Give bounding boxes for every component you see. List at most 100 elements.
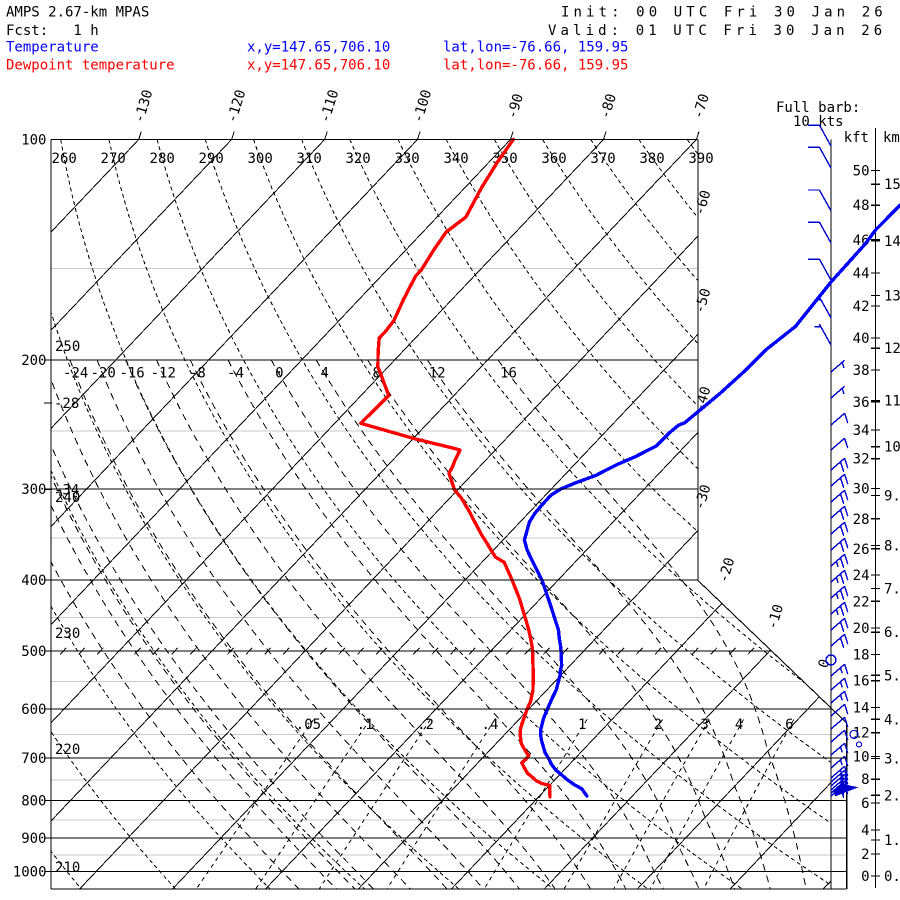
wind-barb-feather xyxy=(843,769,849,781)
wind-barb-shaft xyxy=(830,617,846,631)
wind-barb-feather xyxy=(839,589,845,601)
kft-tick-label: 8 xyxy=(861,772,869,788)
isotherm-label: -60 xyxy=(692,188,715,217)
pressure-label: 500 xyxy=(21,644,46,660)
isotherm-label: -100 xyxy=(410,88,435,125)
wind-barb-shaft xyxy=(830,553,846,567)
calm-wind-circle xyxy=(855,741,863,748)
dry-adiabat-label: 230 xyxy=(55,626,80,642)
mixing-ratio-line xyxy=(386,719,496,889)
km-tick-label: 0. xyxy=(884,869,900,885)
km-tick-label: 3. xyxy=(884,752,900,768)
kft-tick-label: 42 xyxy=(853,299,870,315)
kft-tick-label: 36 xyxy=(853,395,870,411)
dry-adiabat-label: 210 xyxy=(55,860,80,876)
calm-wind-circle xyxy=(849,729,859,740)
km-tick-label: 1. xyxy=(884,833,900,849)
wind-barb-column xyxy=(807,124,863,799)
plot-frame xyxy=(50,138,848,890)
wind-barb-shaft xyxy=(830,569,846,583)
wind-barb-shaft xyxy=(830,729,846,743)
wind-barb-shaft xyxy=(830,601,846,615)
kft-tick-label: 26 xyxy=(853,542,870,558)
wind-barb-shaft xyxy=(818,323,832,346)
dry-adiabat-label: 390 xyxy=(688,151,713,167)
moist-adiabat-label: 0 xyxy=(275,366,283,382)
wind-barb-feather xyxy=(839,637,845,649)
isotherm-line xyxy=(51,139,325,889)
isotherm-top-tick xyxy=(417,131,421,140)
wind-barb-feather xyxy=(843,742,849,754)
km-tick-label: 9. xyxy=(884,489,900,505)
wind-barb-feather xyxy=(839,477,845,489)
kft-tick-label: 34 xyxy=(853,423,870,439)
dry-adiabat-line xyxy=(51,139,271,889)
isotherm-label: -50 xyxy=(692,286,715,315)
isotherm-line xyxy=(79,139,790,889)
km-tick-label: 5. xyxy=(884,668,900,684)
dry-adiabat-label: 340 xyxy=(443,151,468,167)
moist-adiabat-label: -34 xyxy=(54,483,79,499)
wind-barb-feather xyxy=(839,557,845,569)
isotherm-label: -10 xyxy=(764,602,787,631)
wind-barb-feather xyxy=(843,521,849,533)
isotherm-label: -110 xyxy=(317,88,342,125)
isotherm-line xyxy=(51,139,604,889)
wind-barb-shaft xyxy=(830,777,846,791)
mixing-ratio-label: 1 xyxy=(578,717,586,733)
km-header: km xyxy=(883,130,900,146)
dry-adiabat-line xyxy=(590,139,831,889)
wind-barb-shaft xyxy=(830,359,846,373)
chart-line xyxy=(697,580,848,724)
isotherm-label: -130 xyxy=(131,88,156,125)
kft-tick-label: 30 xyxy=(853,482,870,498)
km-tick-label: 4. xyxy=(884,712,900,728)
pressure-label: 400 xyxy=(21,573,46,589)
wind-barb-half-feather xyxy=(839,667,843,674)
wind-barb-shaft xyxy=(818,258,832,281)
wind-barb-feather xyxy=(843,437,849,449)
mixing-ratio-label: 2 xyxy=(654,717,662,733)
dry-adiabat-line xyxy=(397,139,831,889)
pressure-label: 600 xyxy=(21,702,46,718)
forecast-hour: Fcst: 1 h xyxy=(6,23,99,39)
km-tick-label: 12. xyxy=(884,341,900,357)
wind-barb-feather xyxy=(843,716,849,728)
wind-barb-shaft xyxy=(830,537,846,551)
isotherm-line xyxy=(51,139,511,889)
wind-barb-feather xyxy=(839,605,845,617)
isotherm-line xyxy=(51,139,418,889)
wind-barb-feather xyxy=(843,617,849,629)
mixing-ratio-label: 3 xyxy=(700,717,708,733)
wind-barb-half-feather xyxy=(839,681,843,688)
dry-adiabat-line xyxy=(51,139,82,889)
km-tick-label: 14. xyxy=(884,234,900,250)
kft-tick-label: 10 xyxy=(853,750,870,766)
dry-adiabat-label: 240 xyxy=(55,490,80,506)
wind-barb-feather xyxy=(843,569,849,581)
wind-barb-half-feather xyxy=(839,746,843,753)
moist-adiabat-label: -8 xyxy=(189,366,206,382)
isotherm-line xyxy=(265,139,831,889)
mixing-ratio-line xyxy=(649,719,745,889)
wind-barb-feather xyxy=(843,633,849,645)
mixing-ratio-line xyxy=(195,719,315,889)
wind-barb-shaft xyxy=(830,765,846,779)
legend-temperature: Temperature xyxy=(6,40,99,56)
dry-adiabat-label: 270 xyxy=(101,151,126,167)
isotherm-top-tick xyxy=(138,131,142,140)
sounding-curves xyxy=(359,137,900,799)
wind-barb-shaft xyxy=(830,489,846,503)
full-barb-legend: Full barb: xyxy=(776,100,860,116)
wind-barb-shaft xyxy=(830,457,846,471)
wind-barb-half-feather xyxy=(839,694,843,701)
isotherm-tick-500mb xyxy=(784,647,792,655)
isotherm-top-tick xyxy=(510,131,514,140)
kft-header: kft xyxy=(844,130,869,146)
kft-tick-label: 22 xyxy=(853,594,870,610)
wind-barb-shaft xyxy=(818,146,832,169)
isotherm-line xyxy=(51,139,140,889)
mixing-ratio-label: .4 xyxy=(482,717,499,733)
dry-adiabat-label: 360 xyxy=(541,151,566,167)
